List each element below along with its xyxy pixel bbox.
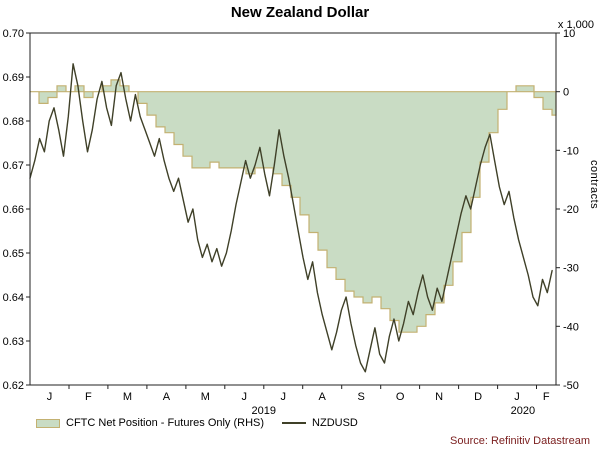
left-axis-tick-label: 0.70: [3, 28, 24, 40]
month-tick-label: J: [514, 391, 520, 403]
right-axis-tick-label: -20: [563, 204, 579, 216]
month-tick-label: S: [358, 391, 365, 403]
month-tick-label: A: [163, 391, 171, 403]
month-tick-label: M: [201, 391, 210, 403]
month-tick-label: J: [281, 391, 287, 403]
legend: CFTC Net Position - Futures Only (RHS) N…: [36, 417, 358, 429]
month-tick-label: N: [435, 391, 443, 403]
right-axis-title: contracts: [588, 160, 600, 210]
left-axis-tick-label: 0.64: [3, 292, 24, 304]
left-axis-tick-label: 0.67: [3, 160, 24, 172]
right-axis-tick-label: -30: [563, 263, 579, 275]
month-tick-label: J: [47, 391, 53, 403]
month-tick-label: O: [396, 391, 405, 403]
month-tick-label: D: [474, 391, 482, 403]
left-axis-tick-label: 0.62: [3, 380, 24, 392]
chart-title: New Zealand Dollar: [230, 4, 370, 21]
legend-line-swatch: [282, 422, 307, 424]
right-axis-tick-label: -50: [563, 380, 579, 392]
right-axis-unit-label: x 1,000: [557, 19, 594, 31]
month-tick-label: J: [242, 391, 248, 403]
source-text: Source: Refinitiv Datastream: [450, 435, 590, 447]
right-axis-tick-label: 0: [563, 87, 569, 99]
left-axis-tick-label: 0.63: [3, 336, 24, 348]
right-axis-tick-label: -40: [563, 321, 579, 333]
left-axis-tick-label: 0.66: [3, 204, 24, 216]
left-axis-tick-label: 0.65: [3, 248, 24, 260]
month-tick-label: F: [85, 391, 92, 403]
right-axis-tick-label: 10: [563, 28, 575, 40]
right-axis-tick-label: -10: [563, 145, 579, 157]
left-axis-tick-label: 0.68: [3, 116, 24, 128]
year-label: 2020: [511, 405, 535, 417]
legend-item-nzdusd: NZDUSD: [282, 417, 358, 429]
nzdusd-line-series: [29, 63, 553, 373]
left-axis-tick-label: 0.69: [3, 72, 24, 84]
legend-label-cftc: CFTC Net Position - Futures Only (RHS): [66, 417, 265, 429]
legend-item-cftc: CFTC Net Position - Futures Only (RHS): [36, 417, 264, 429]
legend-area-swatch: [36, 418, 60, 428]
month-tick-label: A: [319, 391, 327, 403]
year-label: 2019: [252, 405, 276, 417]
month-tick-label: M: [123, 391, 132, 403]
legend-label-nzdusd: NZDUSD: [312, 417, 358, 429]
month-tick-label: F: [543, 391, 550, 403]
